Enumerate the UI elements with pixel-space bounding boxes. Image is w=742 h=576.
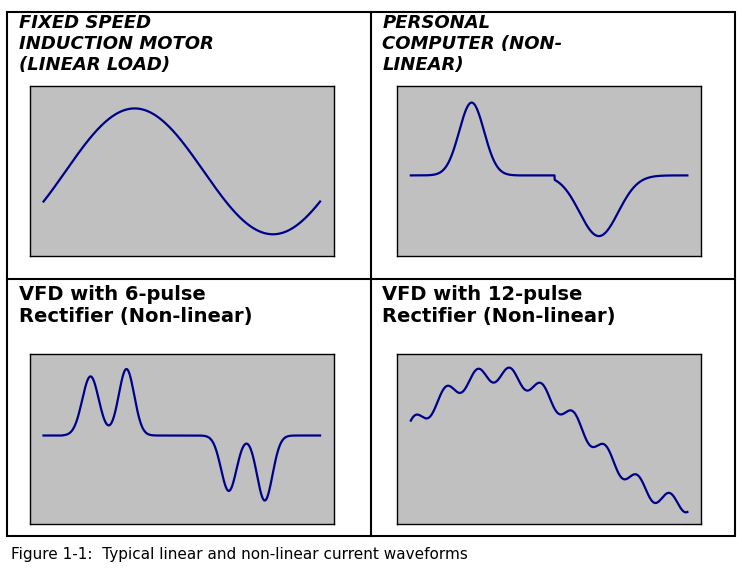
Text: VFD with 12-pulse
Rectifier (Non-linear): VFD with 12-pulse Rectifier (Non-linear): [382, 285, 616, 326]
Text: FIXED SPEED
INDUCTION MOTOR
(LINEAR LOAD): FIXED SPEED INDUCTION MOTOR (LINEAR LOAD…: [19, 14, 214, 74]
Text: PERSONAL
COMPUTER (NON-
LINEAR): PERSONAL COMPUTER (NON- LINEAR): [382, 14, 562, 74]
Text: VFD with 6-pulse
Rectifier (Non-linear): VFD with 6-pulse Rectifier (Non-linear): [19, 285, 252, 326]
Text: Figure 1-1:  Typical linear and non-linear current waveforms: Figure 1-1: Typical linear and non-linea…: [11, 547, 468, 562]
